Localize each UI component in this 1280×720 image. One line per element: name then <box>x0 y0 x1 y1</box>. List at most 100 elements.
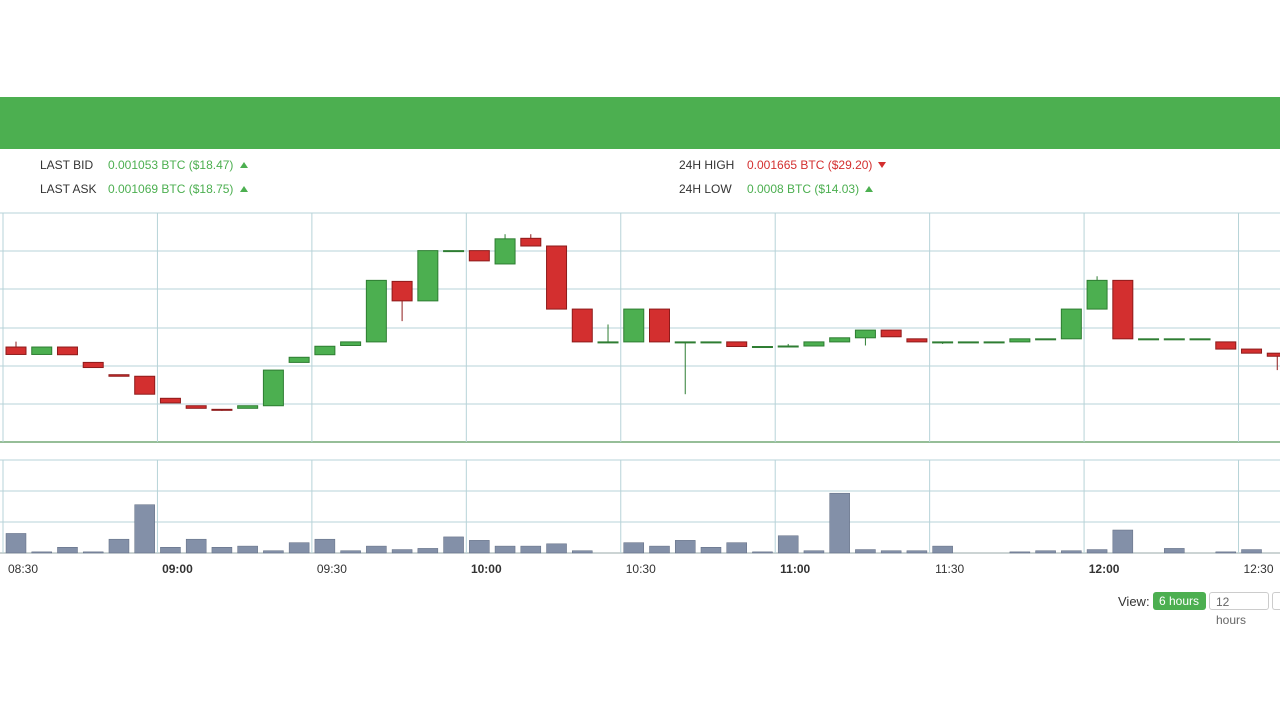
volume-bar <box>288 542 310 554</box>
x-tick-label: 11:00 <box>780 562 810 576</box>
candle-body <box>5 346 27 355</box>
volume-bar <box>1164 548 1185 554</box>
candle-body <box>134 375 156 395</box>
last-ask-label: LAST ASK <box>40 182 97 196</box>
header-bar <box>0 97 1280 149</box>
candle-body <box>288 356 310 363</box>
candle-body <box>803 341 825 347</box>
candle-body <box>571 308 593 343</box>
candle-body <box>546 245 568 310</box>
volume-bar <box>185 538 207 554</box>
volume-bar <box>1035 550 1056 554</box>
volume-bar <box>932 545 953 554</box>
volume-bar <box>520 545 542 554</box>
candle-body <box>829 337 851 343</box>
candle-body <box>880 329 902 338</box>
candle-body <box>983 341 1005 344</box>
volume-bar <box>700 547 722 554</box>
candle-body <box>56 346 78 356</box>
high-label: 24H HIGH <box>679 158 735 172</box>
volume-bar <box>1009 551 1031 554</box>
last-bid-value: 0.001053 BTC ($18.47) <box>108 158 234 172</box>
x-tick-label: 10:30 <box>626 562 656 576</box>
x-tick-label: 10:00 <box>471 562 502 576</box>
candle-body <box>185 405 207 409</box>
candle-body <box>1215 341 1237 350</box>
x-tick-label: 08:30 <box>8 562 38 576</box>
volume-bar <box>469 540 490 554</box>
candle-body <box>365 279 387 343</box>
volume-bar <box>494 545 516 554</box>
candle-body <box>1112 279 1134 340</box>
volume-bar <box>880 550 902 554</box>
volume-bar <box>5 533 27 554</box>
candle-body <box>957 341 979 344</box>
candle-body <box>494 238 516 265</box>
volume-bar <box>211 547 233 554</box>
candle-body <box>340 341 362 346</box>
volume-bar <box>1215 551 1237 554</box>
volume-bar <box>237 545 258 554</box>
candle-body <box>1009 338 1031 343</box>
candle-body <box>1241 348 1263 354</box>
candle-body <box>237 405 259 409</box>
volume-bar <box>674 540 696 554</box>
view-6-hours-button[interactable]: 6 hours <box>1153 592 1206 610</box>
candle-body <box>82 361 104 369</box>
candle-body <box>314 345 336 356</box>
candle-body <box>159 397 181 404</box>
candle-body <box>1060 308 1082 340</box>
volume-bar <box>1061 550 1082 554</box>
candle-body <box>391 280 413 302</box>
volume-bar <box>366 545 387 554</box>
x-tick-label: 09:30 <box>317 562 347 576</box>
candle-body <box>906 338 928 343</box>
volume-bar <box>1086 549 1108 554</box>
volume-bar <box>752 551 773 554</box>
up-arrow-icon <box>240 162 248 168</box>
volume-bar <box>314 538 336 554</box>
view-label: View: <box>1118 594 1150 609</box>
volume-bar <box>1112 529 1134 554</box>
volume-bar <box>1241 549 1262 554</box>
candle-body <box>417 250 439 302</box>
volume-bar <box>726 542 747 554</box>
candle-body <box>1035 338 1057 341</box>
candle-body <box>932 341 954 344</box>
volume-bar <box>546 543 567 554</box>
volume-bar <box>160 547 181 554</box>
candle-body <box>623 308 645 343</box>
last-ask-value: 0.001069 BTC ($18.75) <box>108 182 234 196</box>
low-label: 24H LOW <box>679 182 732 196</box>
volume-bar <box>829 492 850 554</box>
candle-body <box>777 345 799 348</box>
candlestick-chart: 08:30 09:00 09:30 10:00 10:30 11:00 11:30 12:00… <box>0 212 1280 576</box>
volume-bar <box>906 550 928 554</box>
candle-body <box>597 341 619 344</box>
last-bid-label: LAST BID <box>40 158 94 172</box>
view-12-hours-button[interactable]: 12 hours <box>1209 592 1269 627</box>
candle-body <box>1266 352 1280 357</box>
candle-body <box>108 374 130 377</box>
volume-bar <box>803 550 825 554</box>
volume-bar <box>263 550 284 554</box>
candle-body <box>726 341 748 348</box>
volume-bar <box>649 545 670 554</box>
high-value: 0.001665 BTC ($29.20) <box>747 158 873 172</box>
low-value: 0.0008 BTC ($14.03) <box>747 182 860 196</box>
candle-body <box>520 237 542 247</box>
candle-body <box>468 250 490 262</box>
candle-body <box>443 250 465 253</box>
volume-bar <box>134 504 155 554</box>
volume-bar <box>391 549 413 554</box>
candle-body <box>649 308 670 343</box>
volume-bar <box>623 542 645 554</box>
volume-bar <box>57 547 78 554</box>
x-tick-label: 11:30 <box>935 562 964 576</box>
candle-body <box>262 369 284 407</box>
volume-bar <box>82 551 104 554</box>
candle-body <box>700 341 722 344</box>
volume-bar <box>417 548 439 554</box>
volume-bar <box>108 538 130 554</box>
view-more-button[interactable] <box>1272 592 1280 610</box>
